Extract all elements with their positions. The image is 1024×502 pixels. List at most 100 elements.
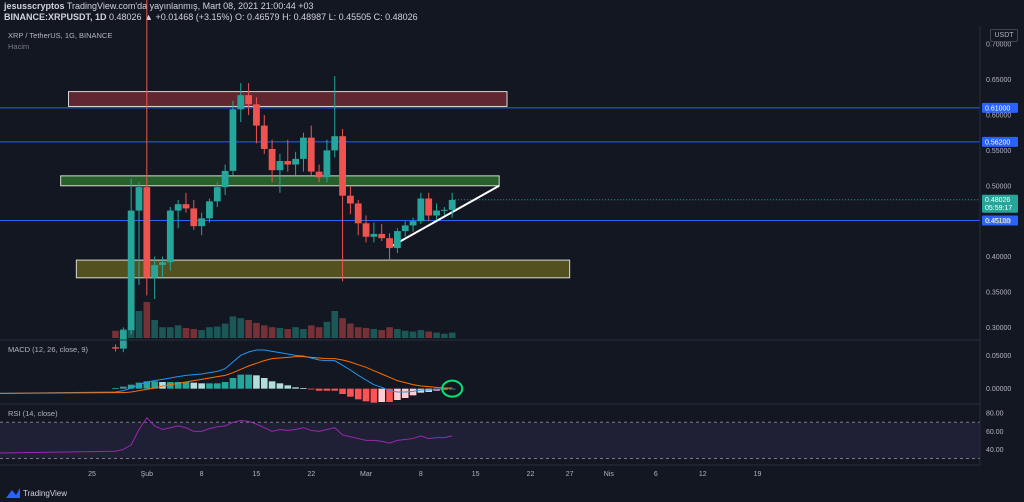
volume-bar (292, 327, 299, 338)
trend-line (389, 184, 500, 249)
brand-text: TradingView (23, 488, 68, 498)
date-tick-label: 22 (527, 471, 535, 478)
volume-bars (112, 302, 456, 338)
currency-badge[interactable]: USDT (990, 29, 1018, 42)
rsi-tick-label: 80.00 (986, 411, 1004, 418)
zones (60, 91, 571, 279)
signal-line (0, 356, 453, 394)
price-tick-label: 0.45000 (986, 219, 1011, 226)
macd-histogram-bar (354, 388, 362, 400)
macd-histogram-bar (276, 383, 284, 389)
rsi-label: RSI (14, close) (8, 409, 58, 418)
macd-histogram-bar (112, 388, 119, 389)
candle-body (253, 104, 260, 126)
date-tick-label: 27 (566, 471, 574, 478)
symbol-line: BINANCE:XRPUSDT, 1D 0.48026 ▲ +0.01468 (… (4, 12, 418, 22)
volume-bar (409, 331, 417, 338)
candle-body (119, 330, 127, 349)
volume-bar (276, 327, 284, 338)
price-tick-label: 0.35000 (986, 289, 1011, 296)
volume-bar (284, 329, 292, 338)
macd-histogram-bar (143, 381, 151, 389)
candle-body (347, 195, 354, 204)
candle-body (354, 203, 362, 224)
macd-histogram-bar (253, 375, 260, 389)
candle-body (143, 187, 151, 278)
candle-body (315, 171, 323, 178)
tradingview-logo-icon (6, 488, 20, 498)
macd-histogram-bar (198, 383, 205, 389)
volume-bar (182, 327, 190, 338)
candle-body (370, 233, 378, 237)
countdown-label: 05:59:17 (985, 205, 1012, 212)
candle-body (433, 210, 440, 216)
macd-histogram-bar (151, 381, 158, 389)
author-name: jesusscryptos (4, 1, 65, 11)
price-level-label: 0.45100 (985, 218, 1010, 225)
macd-histogram-bar (292, 387, 299, 389)
rsi-pane: 80.00 60.00 40.00 (0, 411, 1004, 459)
rsi-band (0, 422, 980, 459)
volume-bar (151, 320, 158, 338)
volume-bar (213, 326, 221, 338)
candle-body (245, 95, 253, 105)
crossover-highlight-circle (441, 379, 464, 398)
candle-body (448, 199, 456, 210)
last-price-label: 0.48026 (985, 197, 1010, 204)
volume-bar (347, 323, 354, 338)
volume-bar (370, 329, 378, 338)
chart-title: XRP / TetherUS, 1G, BINANCE (8, 31, 113, 40)
macd-histogram-bar (362, 388, 370, 402)
price-level-badge (982, 215, 1018, 226)
macd-histogram-bar (448, 388, 456, 390)
tradingview-brand[interactable]: TradingView (6, 488, 67, 498)
publish-info: TradingView.com'da yayınlanmış, Mart 08,… (66, 1, 314, 11)
price-level-badge (982, 136, 1018, 147)
macd-histogram-bar (347, 388, 354, 397)
macd-line (0, 349, 453, 394)
macd-tick-label: 0.05000 (986, 353, 1011, 360)
price-tick-label: 0.55000 (986, 148, 1011, 155)
date-tick-label: Mar (360, 471, 373, 478)
macd-histogram-bar (229, 378, 237, 389)
rsi-tick-label: 40.00 (986, 447, 1004, 454)
candle-body (425, 198, 433, 216)
price-level-label: 0.61000 (985, 105, 1010, 112)
candle-body (331, 136, 339, 151)
candle-body (229, 109, 237, 171)
volume-bar (417, 330, 425, 338)
volume-label: Hacim (8, 42, 30, 51)
candle-body (260, 125, 268, 149)
date-tick-label: 12 (699, 471, 707, 478)
volume-bar (401, 330, 409, 338)
volume-bar (245, 320, 252, 338)
macd-histogram-bar (213, 383, 221, 389)
volume-bar (260, 325, 268, 338)
candle-body (276, 160, 284, 171)
volume-bar (441, 333, 448, 338)
volume-bar (307, 325, 315, 338)
candle-body (190, 208, 198, 227)
volume-bar (378, 330, 386, 338)
candle-body (206, 201, 213, 219)
candle-body (362, 223, 370, 237)
date-tick-label: 22 (307, 471, 315, 478)
price-tick-label: 0.50000 (986, 183, 1011, 190)
candle-body (409, 221, 417, 226)
macd-histogram-bar (260, 378, 268, 389)
macd-histogram-bar (127, 384, 135, 389)
price-tick-label: 0.30000 (986, 325, 1011, 332)
volume-bar (339, 318, 346, 338)
candle-body (112, 347, 119, 349)
macd-histogram-bar (386, 388, 393, 402)
date-tick-label: 8 (419, 471, 423, 478)
candle-body (237, 95, 245, 110)
price-tick-label: 0.70000 (986, 42, 1011, 49)
volume-bar (112, 330, 119, 338)
volume-bar (362, 327, 370, 338)
macd-histogram-bar (331, 388, 339, 391)
macd-histogram-bar (394, 388, 401, 400)
quote-values: 0.48026 ▲ +0.01468 (+3.15%) O: 0.46579 H… (109, 12, 418, 22)
candle-body (198, 218, 206, 227)
